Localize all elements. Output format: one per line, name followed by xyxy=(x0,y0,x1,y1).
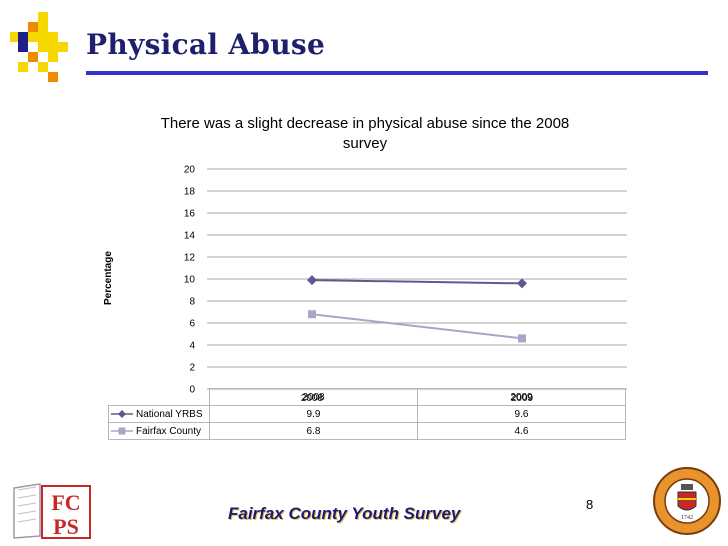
corner-decoration xyxy=(0,0,80,90)
category-header-0: 2008 xyxy=(209,388,418,406)
table-corner xyxy=(109,389,210,406)
data-label: 9.9 xyxy=(209,405,418,423)
square-marker-icon xyxy=(111,427,133,435)
data-label: 9.6 xyxy=(417,405,626,423)
square-data-point xyxy=(308,310,316,319)
legend-entry-fairfax-county: Fairfax County xyxy=(108,422,210,440)
footer-title: Fairfax County Youth Survey xyxy=(228,504,461,523)
slide-title: Physical Abuse xyxy=(86,28,326,61)
diamond-data-point xyxy=(307,275,317,286)
seal-year: 1742 xyxy=(681,515,693,521)
gridlines xyxy=(207,168,627,390)
y-tick-label: 12 xyxy=(184,253,196,264)
series-line-1 xyxy=(311,279,523,285)
fcps-logo-text: FC xyxy=(51,490,80,515)
county-seal-logo: 1742 xyxy=(653,467,721,535)
fcps-logo: FC PS xyxy=(13,483,91,539)
y-tick-label: 14 xyxy=(184,231,196,242)
y-tick-label: 10 xyxy=(184,275,196,286)
y-tick-labels: 0 2 4 6 8 10 12 14 16 18 20 xyxy=(184,165,196,396)
data-label: 6.8 xyxy=(209,422,418,440)
diamond-marker-icon xyxy=(111,409,133,418)
page-number: 8 xyxy=(586,497,594,512)
series-line-2 xyxy=(311,313,523,340)
diamond-data-point xyxy=(517,278,527,289)
series-name: National YRBS xyxy=(136,408,203,420)
square-data-point xyxy=(518,334,526,343)
legend-entry-national-yrbs: National YRBS xyxy=(108,405,210,423)
y-tick-label: 2 xyxy=(189,363,195,374)
y-tick-label: 20 xyxy=(184,165,196,176)
chart-title: There was a slight decrease in physical … xyxy=(160,115,570,152)
y-tick-label: 8 xyxy=(189,297,195,308)
y-tick-label: 18 xyxy=(184,187,196,198)
fcps-logo-text: PS xyxy=(53,514,79,539)
y-tick-label: 6 xyxy=(189,319,195,330)
y-tick-label: 0 xyxy=(189,385,195,396)
category-header-1: 2009 xyxy=(417,388,626,406)
y-tick-label: 4 xyxy=(189,341,195,352)
series-lines xyxy=(307,275,527,343)
title-underline xyxy=(86,71,708,75)
chart-data-table: 2008 2009 National YRBS 9.9 9.6 Fairfax … xyxy=(108,388,626,440)
y-tick-label: 16 xyxy=(184,209,196,220)
data-label: 4.6 xyxy=(417,422,626,440)
series-name: Fairfax County xyxy=(136,425,202,437)
